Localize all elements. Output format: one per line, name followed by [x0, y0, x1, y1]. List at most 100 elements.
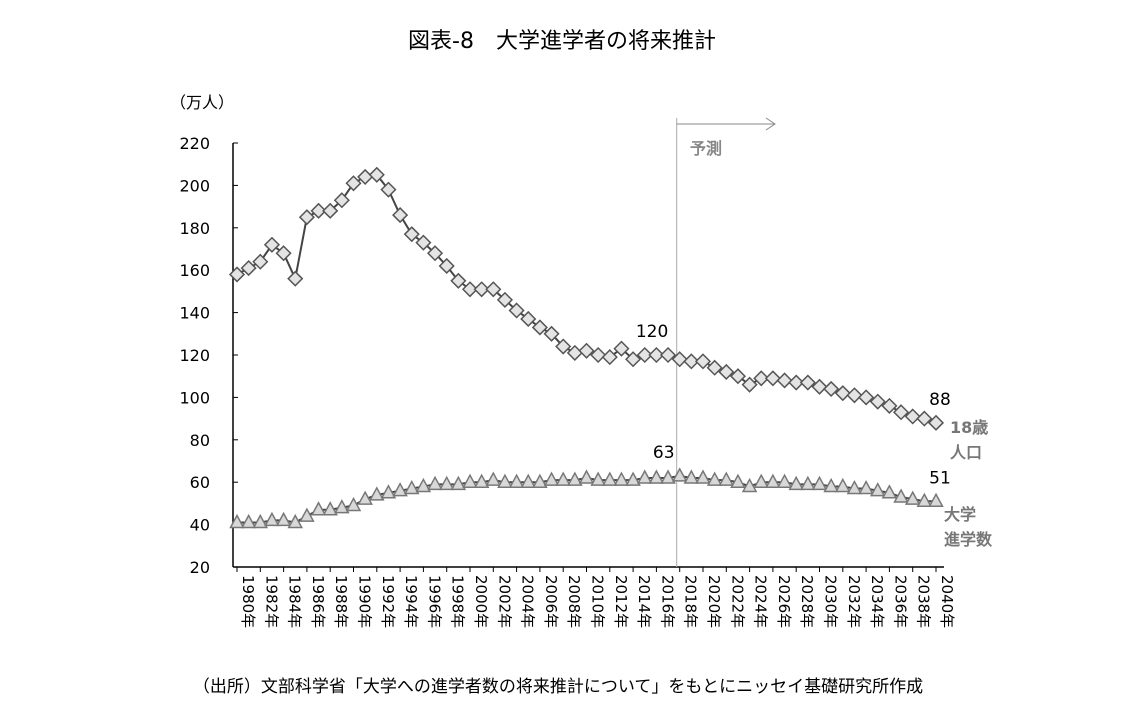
data-point-diamond	[228, 266, 246, 283]
data-point-triangle	[730, 473, 746, 488]
forecast-arrowhead	[765, 117, 776, 131]
data-point-triangle	[869, 482, 886, 497]
data-point-triangle	[613, 471, 630, 486]
data-point-triangle	[229, 513, 245, 529]
data-label: 51	[929, 468, 951, 488]
data-point-diamond	[415, 234, 432, 251]
data-point-triangle	[473, 473, 490, 488]
data-point-diamond	[613, 340, 630, 357]
data-point-diamond	[508, 302, 525, 319]
data-point-triangle	[648, 469, 665, 484]
data-point-diamond	[392, 207, 409, 224]
data-point-diamond	[578, 342, 595, 359]
data-point-triangle	[602, 471, 618, 486]
data-point-diamond	[555, 338, 572, 355]
x-tick-label: 2004年	[519, 575, 537, 628]
data-point-diamond	[846, 387, 863, 404]
data-point-triangle	[264, 511, 280, 527]
data-point-triangle	[683, 469, 700, 484]
data-point-diamond	[694, 353, 712, 370]
data-point-triangle	[916, 492, 933, 508]
data-point-triangle	[788, 475, 804, 491]
data-point-triangle	[636, 469, 653, 484]
data-point-diamond	[753, 370, 770, 387]
data-point-triangle	[823, 477, 839, 493]
data-point-triangle	[427, 475, 443, 491]
data-point-triangle	[380, 484, 397, 499]
data-point-triangle	[765, 473, 781, 488]
data-point-triangle	[660, 469, 676, 484]
x-tick-label: 1984年	[286, 575, 304, 628]
y-tick-label: 180	[179, 219, 210, 238]
data-point-diamond	[403, 226, 420, 243]
x-tick-label: 2006年	[542, 575, 560, 628]
data-point-triangle	[555, 471, 571, 486]
data-point-triangle	[310, 501, 327, 516]
data-point-diamond	[718, 363, 735, 381]
y-tick-label: 80	[190, 431, 210, 450]
data-label: 88	[929, 390, 951, 410]
data-point-diamond	[881, 397, 898, 414]
data-point-triangle	[532, 473, 548, 488]
x-tick-label: 2036年	[891, 575, 909, 628]
data-point-diamond	[788, 374, 805, 391]
x-tick-label: 2010年	[589, 575, 607, 628]
data-point-diamond	[659, 346, 677, 364]
data-point-triangle	[846, 479, 863, 495]
data-point-diamond	[357, 168, 374, 185]
data-point-diamond	[706, 359, 723, 376]
x-tick-label: 1994年	[402, 575, 420, 628]
data-point-triangle	[275, 511, 292, 527]
data-point-triangle	[718, 471, 735, 486]
data-point-triangle	[403, 479, 420, 495]
data-label: 120	[636, 322, 668, 342]
data-point-triangle	[287, 513, 304, 529]
x-tick-label: 2038年	[915, 575, 933, 628]
data-point-triangle	[858, 479, 874, 495]
x-tick-label: 2012年	[612, 575, 630, 628]
y-tick-label: 220	[179, 134, 210, 153]
x-tick-label: 2018年	[682, 575, 700, 628]
x-tick-label: 2024年	[752, 575, 770, 628]
x-tick-label: 2016年	[658, 575, 676, 628]
x-tick-label: 2026年	[775, 575, 793, 628]
data-point-diamond	[811, 378, 828, 395]
data-point-diamond	[729, 368, 747, 385]
data-point-diamond	[473, 281, 490, 298]
data-point-diamond	[636, 346, 653, 364]
data-point-diamond	[496, 291, 514, 308]
data-point-diamond	[648, 346, 665, 364]
data-point-diamond	[333, 192, 350, 209]
data-point-triangle	[369, 486, 385, 501]
data-point-diamond	[566, 344, 583, 361]
data-point-diamond	[380, 181, 397, 198]
data-point-diamond	[345, 175, 362, 192]
chart-title: 図表-8 大学進学者の将来推計	[408, 29, 716, 54]
data-point-triangle	[567, 471, 583, 486]
y-tick-label: 140	[179, 304, 210, 323]
y-tick-label: 100	[179, 388, 210, 407]
x-tick-label: 2014年	[635, 575, 653, 628]
data-point-triangle	[345, 496, 362, 512]
data-point-diamond	[287, 270, 304, 287]
data-point-triangle	[590, 471, 606, 486]
y-tick-label: 60	[190, 473, 210, 492]
x-tick-label: 2034年	[868, 575, 886, 628]
data-point-diamond	[485, 281, 502, 298]
data-point-diamond	[438, 257, 455, 275]
data-point-diamond	[461, 281, 479, 298]
data-point-diamond	[823, 380, 840, 397]
x-tick-label: 2030年	[822, 575, 840, 628]
data-point-triangle	[753, 473, 770, 488]
data-point-triangle	[462, 473, 478, 488]
x-tick-label: 2028年	[798, 575, 816, 628]
data-point-diamond	[252, 253, 269, 270]
data-point-diamond	[671, 351, 688, 368]
data-point-diamond	[858, 389, 875, 406]
data-point-diamond	[520, 310, 537, 328]
data-point-diamond	[869, 393, 886, 410]
data-point-triangle	[776, 473, 793, 488]
data-point-triangle	[625, 471, 641, 486]
data-point-diamond	[310, 202, 327, 219]
x-tick-label: 2020年	[705, 575, 723, 628]
